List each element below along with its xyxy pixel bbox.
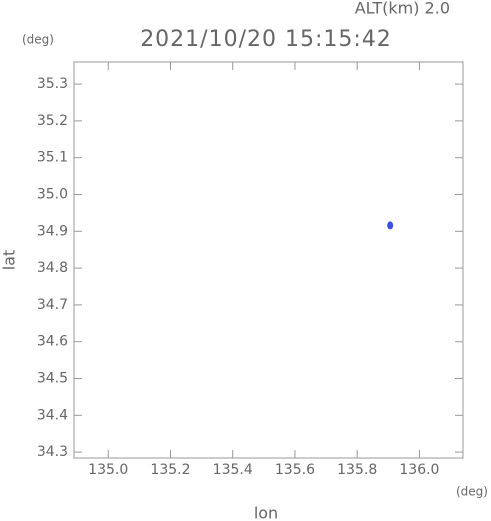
x-tick-label: 135.6 xyxy=(275,462,315,478)
x-unit: (deg) xyxy=(456,485,488,499)
plot-frame xyxy=(73,61,464,459)
y-tick-label: 34.7 xyxy=(37,297,68,313)
y-tick-label: 35.0 xyxy=(37,186,68,202)
y-axis-label: lat xyxy=(0,250,19,271)
y-tick-label: 34.8 xyxy=(37,260,68,276)
chart-title: 2021/10/20 15:15:42 xyxy=(140,27,392,52)
y-tick-label: 34.5 xyxy=(37,371,68,387)
x-axis-label: lon xyxy=(254,504,278,521)
altitude-label: ALT(km) 2.0 xyxy=(355,0,450,18)
y-tick-label: 35.3 xyxy=(37,76,68,92)
y-tick-label: 34.4 xyxy=(37,407,68,423)
x-tick-label: 136.0 xyxy=(399,462,439,478)
y-tick-label: 34.3 xyxy=(37,444,68,460)
y-tick-label: 34.6 xyxy=(37,334,68,350)
x-tick-label: 135.4 xyxy=(213,462,253,478)
x-tick-label: 135.0 xyxy=(88,462,128,478)
y-tick-label: 34.9 xyxy=(37,223,68,239)
x-tick-label: 135.8 xyxy=(337,462,377,478)
y-unit: (deg) xyxy=(22,33,54,47)
x-tick-label: 135.2 xyxy=(150,462,190,478)
point xyxy=(387,221,394,230)
y-tick-label: 35.2 xyxy=(37,113,68,129)
y-tick-label: 35.1 xyxy=(37,150,68,166)
